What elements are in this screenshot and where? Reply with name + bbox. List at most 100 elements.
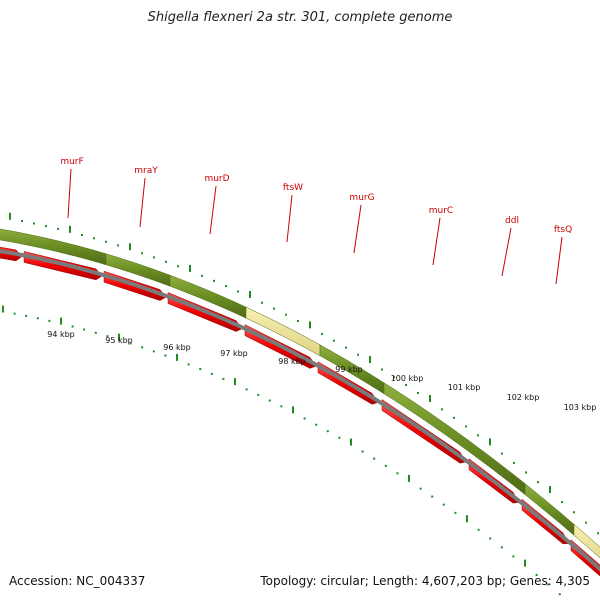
ruler-tick-minor (25, 314, 28, 317)
leader-line (501, 227, 512, 277)
ruler-tick-minor (303, 417, 306, 420)
leader-line (209, 185, 217, 235)
ruler-tick-minor (141, 346, 144, 349)
backbone-track (0, 249, 600, 572)
upper-tick-track (9, 212, 599, 535)
ruler-tick-major (524, 559, 526, 567)
map-title: Shigella flexneri 2a str. 301, complete … (147, 10, 453, 25)
gene-label-murF: murF (60, 157, 83, 167)
ruler-tick-minor (36, 317, 39, 320)
gene-label-ddl: ddl (505, 216, 519, 226)
leader-line (555, 236, 563, 285)
ruler-tick-minor (83, 328, 86, 331)
ruler-tick-minor (222, 377, 225, 380)
tick-minor (321, 332, 323, 335)
ruler-tick-minor (129, 342, 132, 345)
backbone-line (0, 249, 600, 572)
ruler-tick-major (350, 438, 352, 446)
kbp-label: 102 kbp (507, 393, 540, 402)
gene-segment (383, 382, 526, 496)
tick-minor (537, 481, 539, 484)
tick-minor (225, 285, 227, 288)
ruler-tick-minor (268, 399, 271, 402)
gene-label-mraY: mraY (134, 166, 158, 176)
accession-text: Accession: NC_004337 (9, 574, 146, 588)
leader-line (286, 194, 293, 243)
tick-minor (213, 279, 215, 282)
tick-minor (33, 222, 35, 225)
cds-track (0, 246, 600, 577)
ruler-tick-minor (442, 503, 445, 506)
ruler-tick-minor (500, 546, 503, 549)
ruler-tick-minor (187, 363, 190, 366)
gene-segment (573, 523, 600, 559)
tick-minor (381, 368, 383, 371)
tick-minor (453, 416, 455, 419)
kbp-label: 94 kbp (47, 330, 75, 339)
tick-minor (525, 471, 527, 474)
ruler-tick-minor (13, 312, 16, 315)
kbp-label: 97 kbp (220, 349, 248, 358)
tick-major (309, 321, 311, 329)
tick-minor (153, 256, 155, 259)
tick-minor (105, 240, 107, 243)
tick-minor (93, 237, 95, 240)
ruler-tick-minor (326, 430, 329, 433)
ruler-tick-minor (106, 335, 109, 338)
tick-minor (513, 461, 515, 464)
gene-track (0, 228, 600, 559)
tick-major (189, 264, 191, 272)
ruler-tick-minor (558, 593, 561, 596)
ruler-tick-major (408, 474, 410, 482)
kbp-label: 95 kbp (105, 336, 133, 345)
tick-minor (165, 260, 167, 263)
tick-minor (417, 391, 419, 394)
tick-minor (177, 265, 179, 268)
tick-minor (597, 532, 599, 535)
gene-label-murC: murC (429, 206, 453, 216)
gene-labels: murF mraY murD ftsW murG murC ddl ftsQ (60, 157, 572, 285)
ruler-tick-minor (489, 537, 492, 540)
gene-label-ftsQ: ftsQ (554, 225, 572, 235)
tick-minor (273, 307, 275, 310)
ruler-tick-minor (280, 405, 283, 408)
kbp-label: 96 kbp (163, 343, 191, 352)
tick-major (549, 486, 551, 493)
tick-minor (393, 376, 395, 379)
ruler-tick-minor (361, 450, 364, 453)
kbp-label: 101 kbp (448, 383, 481, 392)
leader-line (432, 217, 441, 266)
ruler-tick-minor (535, 573, 538, 576)
tick-minor (57, 227, 59, 230)
topology-summary: Topology: circular; Length: 4,607,203 bp… (260, 574, 590, 588)
ruler-tick-minor (454, 511, 457, 514)
tick-minor (45, 225, 47, 228)
kbp-label: 103 kbp (564, 403, 597, 412)
tick-minor (585, 521, 587, 524)
ruler-tick-minor (210, 372, 213, 375)
ruler-tick-minor (152, 350, 155, 353)
tick-minor (117, 244, 119, 247)
ruler-tick-minor (338, 436, 341, 439)
ruler-tick-minor (477, 528, 480, 531)
tick-minor (573, 511, 575, 514)
ruler-tick-minor (199, 368, 202, 371)
ruler-tick-minor (547, 583, 550, 586)
ruler-tick-minor (431, 495, 434, 498)
ruler-tick-major (60, 317, 62, 325)
tick-minor (345, 346, 347, 349)
tick-minor (21, 220, 23, 223)
tick-minor (81, 233, 83, 236)
tick-minor (201, 274, 203, 277)
tick-major (249, 291, 251, 298)
tick-minor (237, 290, 239, 293)
tick-major (69, 225, 71, 233)
tick-major (489, 438, 491, 446)
tick-minor (561, 501, 563, 504)
ruler-tick-minor (315, 423, 318, 426)
ruler-tick-minor (419, 487, 422, 490)
tick-major (369, 356, 371, 364)
ruler-tick-minor (71, 325, 74, 328)
gene-label-ftsW: ftsW (283, 183, 303, 193)
